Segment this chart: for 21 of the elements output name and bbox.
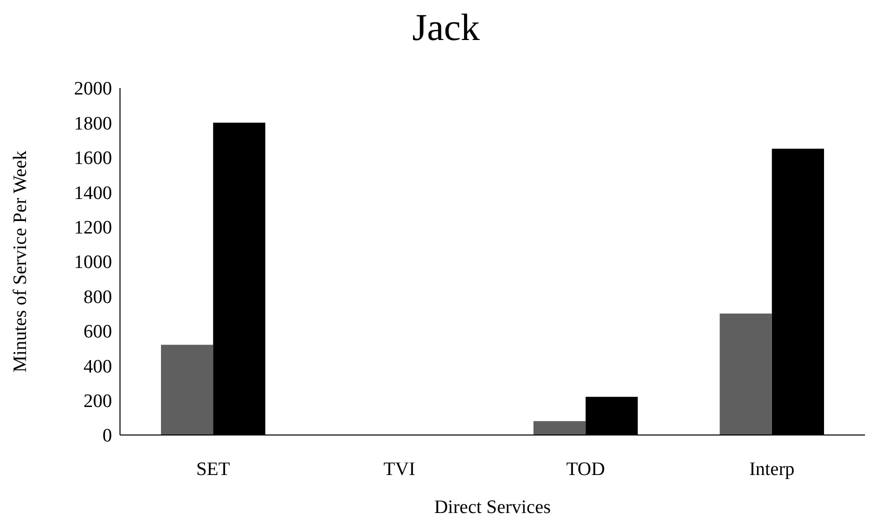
x-axis-title: Direct Services xyxy=(434,497,551,518)
y-tick-label: 1400 xyxy=(74,182,112,204)
x-tick-label: SET xyxy=(196,459,230,480)
y-tick-label: 200 xyxy=(84,390,112,412)
x-tick-label: TOD xyxy=(566,459,605,480)
y-tick-label: 1800 xyxy=(74,113,112,134)
bar xyxy=(533,421,586,435)
bar xyxy=(720,314,772,435)
x-tick-label: Interp xyxy=(749,459,795,480)
y-tick-label: 2000 xyxy=(74,78,112,100)
chart-title: Jack xyxy=(412,7,480,49)
y-tick-label: 0 xyxy=(102,426,112,447)
y-axis-title: Minutes of Service Per Week xyxy=(10,150,31,372)
bar xyxy=(160,344,214,435)
y-tick-label: 600 xyxy=(84,322,112,343)
y-tick-label: 800 xyxy=(84,286,112,308)
y-tick-label: 1000 xyxy=(74,252,112,274)
y-tick-label: 400 xyxy=(84,356,112,378)
x-tick-label: TVI xyxy=(384,459,416,480)
y-tick-label: 1200 xyxy=(74,217,112,238)
y-tick-label: 1600 xyxy=(74,148,112,170)
